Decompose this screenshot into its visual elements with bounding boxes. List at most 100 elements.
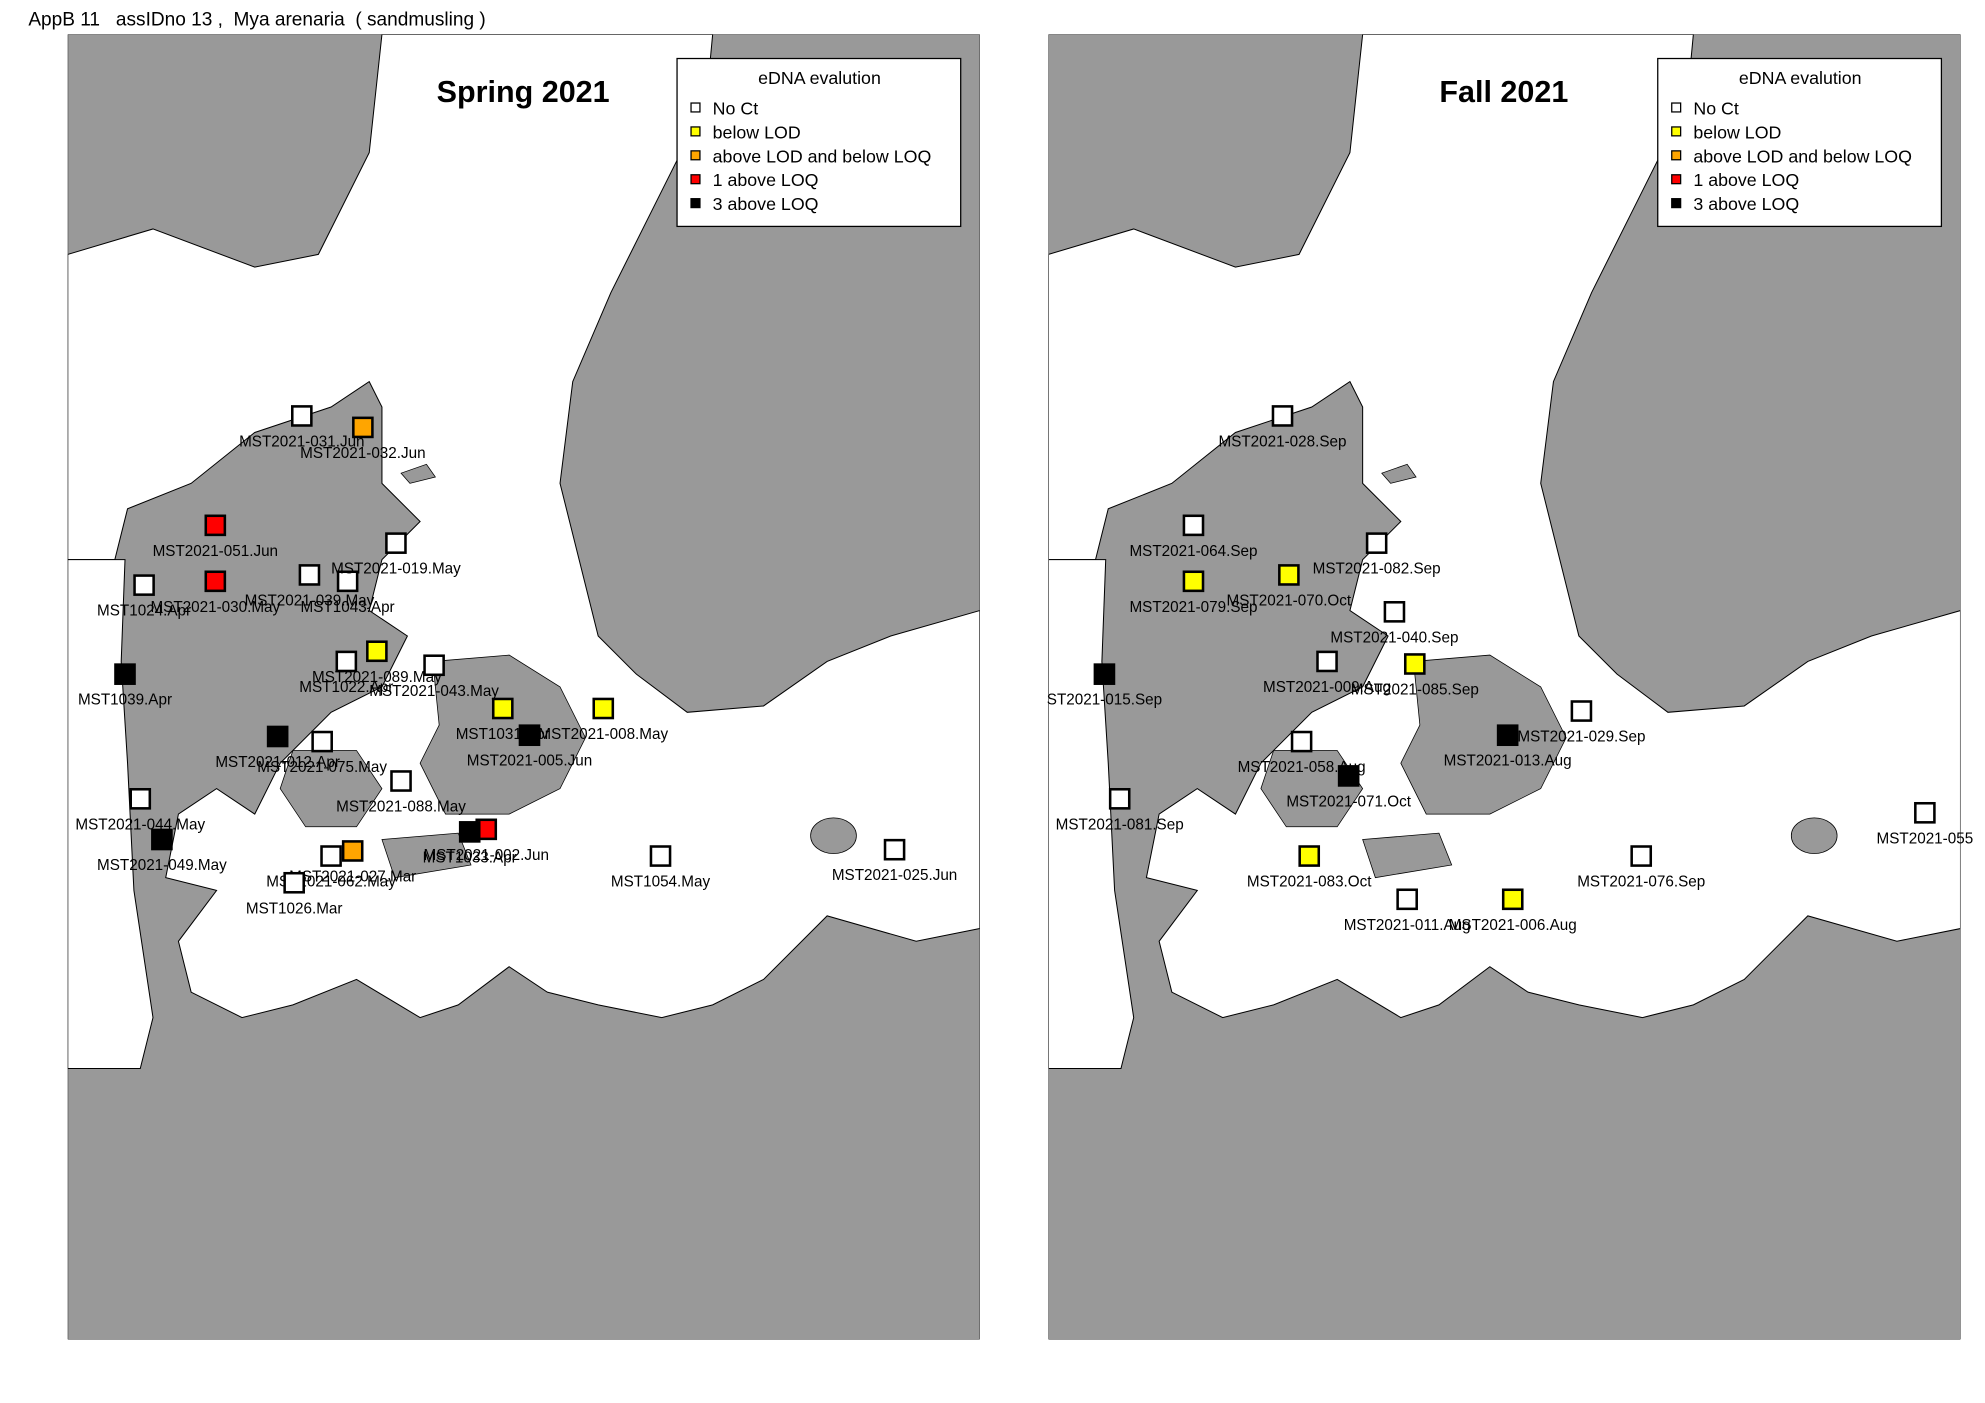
station-marker [266, 725, 289, 748]
station-marker [1316, 650, 1338, 673]
station-marker [1496, 724, 1519, 747]
station-marker [458, 821, 481, 843]
station-label: MST1054.May [611, 874, 711, 891]
station-marker [151, 828, 173, 851]
legend-swatch [690, 102, 701, 113]
station-marker [341, 840, 364, 862]
station-label: MST2021-075.May [257, 759, 387, 776]
station-label: MST2021-081.Sep [1056, 816, 1184, 833]
legend-label: No Ct [713, 98, 759, 118]
station-label: MST2021-064.Sep [1129, 543, 1257, 560]
station-label: MST2021-013.Aug [1444, 753, 1572, 770]
station-marker [129, 787, 152, 810]
station-marker [1570, 700, 1593, 722]
legend-label: 1 above LOQ [713, 170, 819, 190]
legend-label: below LOD [713, 122, 801, 142]
station-marker [1501, 888, 1524, 911]
station-marker [352, 416, 374, 439]
station-marker [423, 654, 445, 677]
station-marker [1403, 653, 1426, 675]
station-label: MST2021-032.Jun [300, 445, 425, 462]
station-label: MST1026.Mar [246, 900, 343, 917]
station-marker [1298, 845, 1321, 867]
legend-swatch [1671, 174, 1682, 185]
legend-label: 1 above LOQ [1693, 170, 1799, 190]
legend-title: eDNA evalution [758, 68, 881, 88]
legend-swatch [1671, 198, 1682, 209]
station-marker [133, 574, 155, 596]
station-label: MST2021-028.Sep [1219, 433, 1347, 450]
station-marker [518, 724, 541, 747]
legend-label: 3 above LOQ [1693, 194, 1799, 214]
station-label: MST2021-083.Oct [1247, 874, 1372, 891]
station-label: MST2021-006.Aug [1449, 917, 1577, 934]
station-label: MST2021-019.May [331, 561, 461, 578]
legend-label: 3 above LOQ [713, 194, 819, 214]
panel-title: Spring 2021 [437, 75, 610, 109]
station-marker [204, 514, 227, 537]
legend-box [1657, 57, 1943, 228]
station-label: MST2021-039.May [245, 592, 375, 609]
station-marker [592, 697, 615, 720]
station-marker [1271, 405, 1294, 427]
legend-swatch [690, 150, 701, 161]
station-marker [298, 564, 321, 586]
map-panel [1048, 34, 1961, 1340]
station-marker [204, 570, 227, 593]
station-marker [1383, 601, 1406, 623]
legend-swatch [1671, 150, 1682, 161]
legend-swatch [1671, 102, 1682, 113]
page-title: AppB 11 assIDno 13 , Mya arenaria ( sand… [28, 9, 485, 30]
station-marker [390, 770, 412, 792]
station-marker [320, 845, 342, 867]
station-label: MST2021-029.Sep [1517, 729, 1645, 746]
legend-swatch [690, 198, 701, 209]
station-marker [1365, 532, 1388, 554]
station-marker [336, 570, 359, 593]
station-marker [1108, 787, 1131, 810]
map-panel [67, 34, 980, 1340]
station-label: MST1039.Apr [78, 692, 172, 709]
legend-label: below LOD [1693, 122, 1781, 142]
station-marker [283, 871, 305, 894]
panel-title: Fall 2021 [1439, 75, 1568, 109]
station-label: MST2021-027.Mar [289, 868, 416, 885]
station-marker [366, 640, 388, 663]
station-marker [491, 697, 514, 720]
station-label: MST2021-040.Sep [1330, 629, 1458, 646]
station-marker [385, 532, 407, 554]
station-marker [883, 838, 906, 861]
station-marker [1396, 888, 1418, 911]
station-label: MST2021-070.Oct [1227, 592, 1352, 609]
legend-label: above LOD and below LOQ [713, 146, 932, 166]
legend-title: eDNA evalution [1739, 68, 1862, 88]
station-label: MST2021-012.Apr [215, 754, 340, 771]
station-label: ST2021-015.Sep [1047, 692, 1162, 709]
station-label: MST2021-008.May [538, 726, 668, 743]
station-label: MST2021-088.May [336, 799, 466, 816]
station-marker [335, 650, 358, 673]
station-marker [291, 405, 313, 427]
station-label: MST2021-025.Jun [832, 867, 957, 884]
legend-swatch [690, 174, 701, 185]
legend-label: No Ct [1693, 98, 1739, 118]
station-label: MST2021-082.Sep [1313, 561, 1441, 578]
station-label: MST2021-085.Sep [1351, 682, 1479, 699]
station-label: MST2021-076.Sep [1577, 874, 1705, 891]
station-marker [114, 663, 136, 685]
station-label: MST1022.Apr [299, 679, 393, 696]
station-label: MST2021-002.Jun [424, 847, 549, 864]
station-marker [1290, 730, 1313, 753]
station-label: MST1024.Apr [97, 603, 191, 620]
station-label: MST2021-011.Aug [1344, 917, 1471, 934]
station-label: MST2021-044.May [75, 816, 205, 833]
station-marker [1337, 765, 1360, 787]
station-label: MST1043.Apr [301, 599, 395, 616]
station-label: MST2021-030.May [150, 599, 280, 616]
station-label: MST2021-071.Oct [1286, 793, 1411, 810]
station-marker [1278, 564, 1300, 586]
station-label: MST2021-058.Aug [1238, 759, 1366, 776]
station-marker [1182, 514, 1205, 537]
station-marker [649, 845, 672, 867]
